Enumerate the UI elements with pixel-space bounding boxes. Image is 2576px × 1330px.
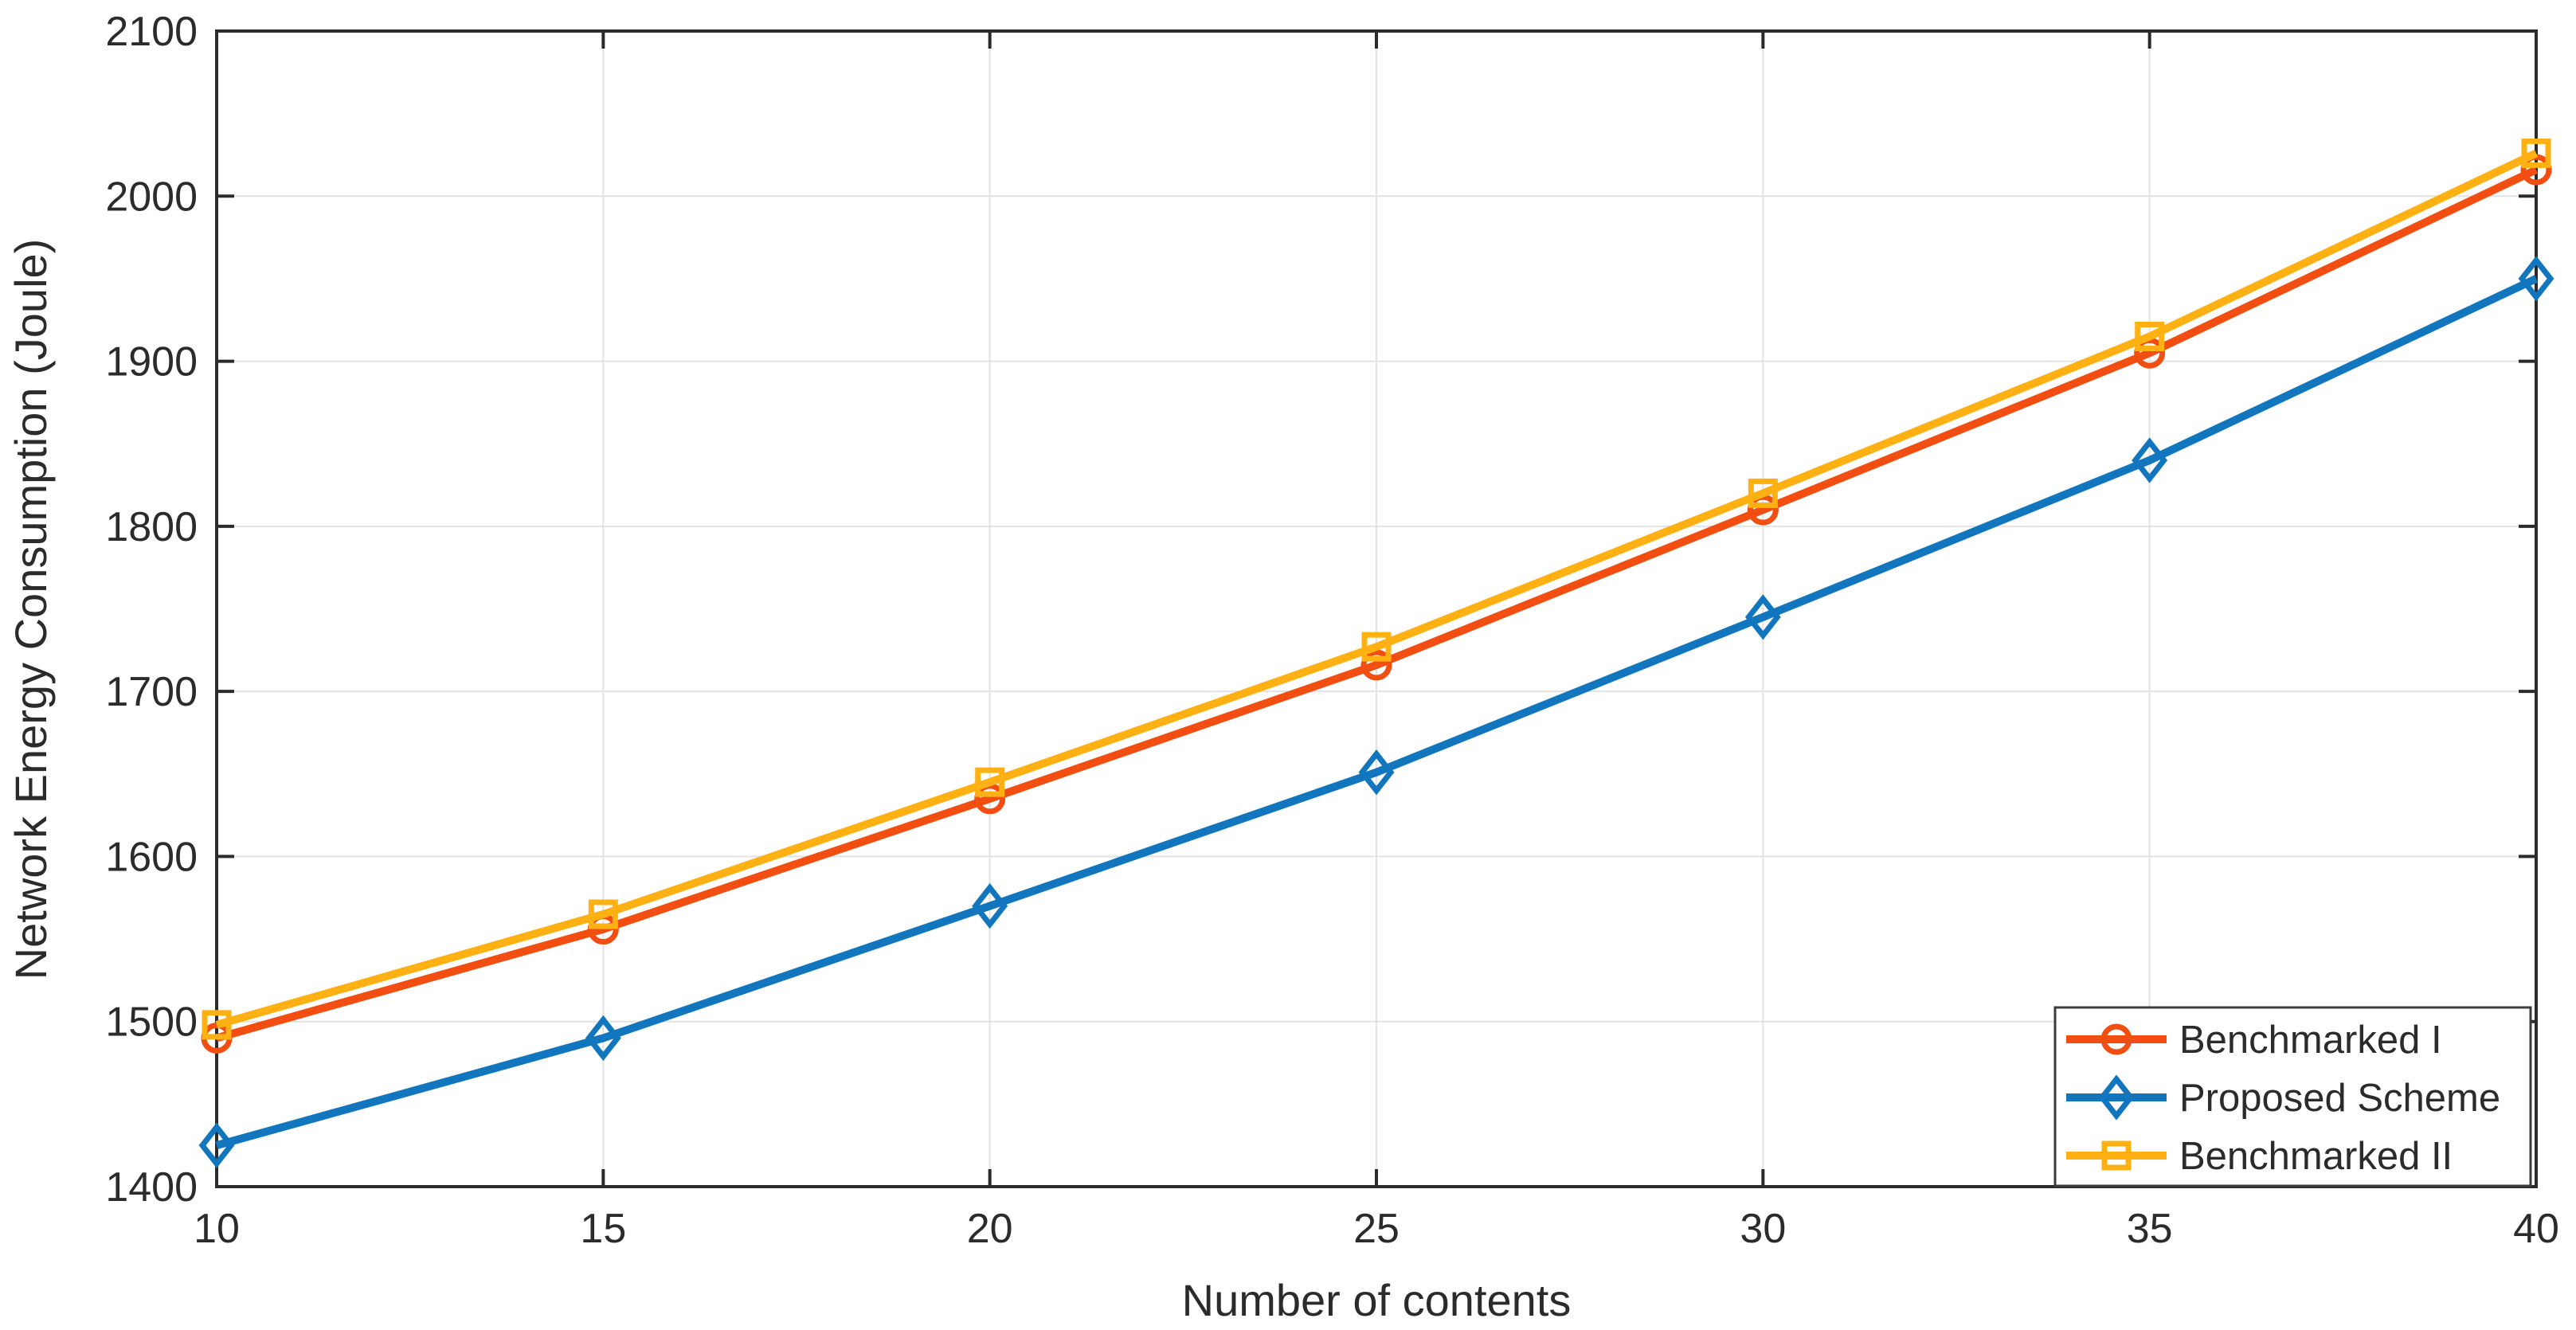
y-tick-label: 2000	[105, 174, 198, 220]
y-tick-label: 2100	[105, 9, 198, 55]
marker-square	[1748, 478, 1778, 508]
marker-circle	[1360, 649, 1392, 681]
marker-diamond	[2518, 256, 2554, 302]
x-tick-label: 35	[2127, 1206, 2173, 1252]
x-tick-label: 25	[1353, 1206, 1400, 1252]
y-tick-label: 1600	[105, 834, 198, 880]
y-axis-label: Network Energy Consumption (Joule)	[6, 239, 56, 980]
marker-square	[2135, 321, 2165, 351]
marker-square	[1361, 632, 1392, 662]
series-lines	[198, 138, 2554, 1168]
legend: Benchmarked I Proposed Scheme Benchmarked …	[2053, 1006, 2532, 1187]
x-tick-label: 15	[580, 1206, 626, 1252]
legend-marker-square	[2101, 1140, 2132, 1171]
legend-item-label: Benchmarked II	[2179, 1135, 2453, 1178]
marker-diamond	[972, 882, 1008, 929]
marker-diamond	[585, 1015, 621, 1062]
y-tick-label: 1500	[105, 999, 198, 1046]
marker-diamond	[1744, 594, 1781, 640]
legend-item-label: Proposed Scheme	[2179, 1077, 2500, 1120]
legend-marker-circle	[2100, 1023, 2132, 1055]
marker-diamond	[2132, 437, 2168, 483]
y-tick-label: 1400	[105, 1164, 198, 1211]
x-tick-label: 20	[967, 1206, 1013, 1252]
series-line-benchmarked-ii	[215, 149, 2539, 1029]
marker-diamond	[198, 1122, 235, 1168]
marker-square	[588, 899, 618, 929]
legend-item-label: Benchmarked I	[2179, 1019, 2442, 1062]
legend-marker-diamond	[2098, 1074, 2135, 1121]
x-tick-label: 30	[1740, 1206, 1786, 1252]
x-tick-label: 40	[2513, 1206, 2559, 1252]
series-line-benchmarked-i	[215, 166, 2539, 1042]
marker-square	[2521, 138, 2551, 168]
y-tick-label: 1800	[105, 504, 198, 550]
marker-square	[202, 1010, 232, 1040]
x-axis-label: Number of contents	[1182, 1275, 1572, 1325]
y-tick-label: 1900	[105, 339, 198, 385]
series-line-proposed-scheme	[215, 275, 2539, 1149]
tick-labels: 10 15 20 25 30 35 40 1400 1500 1600 1700 1800 1900 20…	[105, 9, 2559, 1252]
y-tick-label: 1700	[105, 669, 198, 715]
x-tick-label: 10	[194, 1206, 240, 1252]
marker-diamond	[1358, 749, 1395, 796]
marker-square	[975, 767, 1005, 797]
